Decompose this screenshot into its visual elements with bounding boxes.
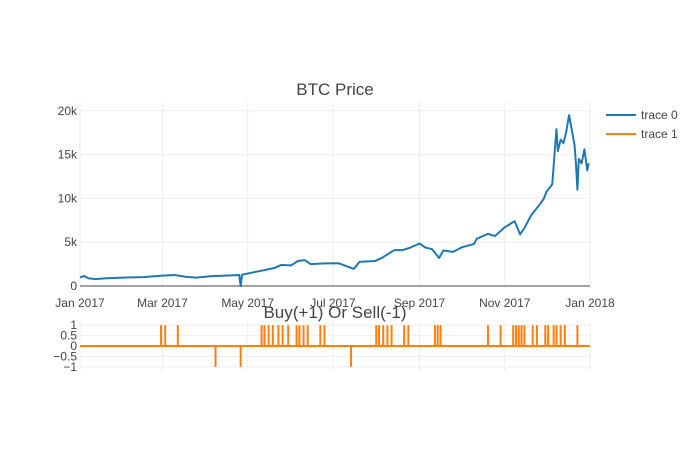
x-tick-label: Jul 2017	[310, 296, 356, 310]
signal-bar	[531, 325, 534, 346]
x-tick-label: Nov 2017	[479, 296, 531, 310]
signal-bar	[263, 325, 266, 346]
signal-bar	[260, 325, 263, 346]
legend-item-trace-0[interactable]: trace 0	[606, 108, 678, 122]
signal-bar	[319, 325, 322, 346]
signal-chart-title: Buy(+1) Or Sell(-1)	[263, 303, 406, 322]
legend: trace 0 trace 1	[606, 108, 678, 141]
x-tick-label: Jan 2017	[55, 296, 105, 310]
signal-bar	[390, 325, 393, 346]
price-chart-axes: Jan 2017 Mar 2017 May 2017 Jul 2017 Sep 2017…	[55, 104, 615, 310]
signal-bar	[407, 325, 410, 346]
signal-bar	[544, 325, 547, 346]
signal-bar	[512, 325, 515, 346]
signal-bar	[160, 325, 163, 346]
x-tick-label: Sep 2017	[394, 296, 446, 310]
signal-bar	[281, 325, 284, 346]
signal-bar	[306, 325, 309, 346]
signal-bars	[80, 325, 590, 367]
signal-chart-axes: 10.50−0.5−1	[53, 318, 77, 374]
price-y-tick-label: 5k	[64, 235, 78, 249]
signal-bar	[559, 325, 562, 346]
price-chart-gridlines	[79, 102, 591, 286]
signal-bar	[323, 325, 326, 346]
signal-bar	[433, 325, 436, 346]
signal-bar	[298, 325, 301, 346]
signal-y-tick-label: 0.5	[60, 329, 77, 343]
x-tick-label: May 2017	[221, 296, 274, 310]
price-y-tick-label: 10k	[58, 191, 78, 205]
signal-bar	[499, 325, 502, 346]
price-y-tick-label: 20k	[58, 104, 78, 118]
signal-bar	[547, 325, 550, 346]
price-series-line	[79, 114, 590, 287]
signal-bar	[563, 325, 566, 346]
x-tick-label: Mar 2017	[137, 296, 188, 310]
signal-y-tick-label: 0	[70, 339, 77, 353]
signal-y-tick-label: −1	[63, 360, 77, 374]
signal-bar	[302, 325, 305, 346]
signal-bar	[164, 325, 167, 346]
signal-bar	[214, 346, 217, 367]
legend-item-trace-1[interactable]: trace 1	[606, 127, 678, 141]
signal-bar	[382, 325, 385, 346]
signal-bar	[295, 325, 298, 346]
price-chart-title: BTC Price	[296, 80, 373, 99]
signal-bar	[271, 325, 274, 346]
x-tick-label: Jan 2018	[565, 296, 615, 310]
price-y-tick-label: 15k	[58, 148, 78, 162]
price-y-tick-label: 0	[70, 279, 77, 293]
signal-bar	[520, 325, 523, 346]
signal-y-tick-label: 1	[70, 318, 77, 332]
signal-bar	[350, 346, 353, 367]
signal-bar	[436, 325, 439, 346]
signal-y-tick-label: −0.5	[53, 349, 77, 363]
signal-bar	[176, 325, 179, 346]
signal-bar	[378, 325, 381, 346]
signal-bar	[386, 325, 389, 346]
signal-bar	[403, 325, 406, 346]
signal-bar	[535, 325, 538, 346]
signal-bar	[239, 346, 242, 367]
legend-label-trace-1: trace 1	[641, 127, 678, 141]
signal-bar	[552, 325, 555, 346]
signal-bar	[267, 325, 270, 346]
signal-bar	[517, 325, 520, 346]
signal-bar	[523, 325, 526, 346]
legend-label-trace-0: trace 0	[641, 108, 678, 122]
signal-bar	[277, 325, 280, 346]
signal-bar	[576, 325, 579, 346]
signal-bar	[487, 325, 489, 346]
signal-bar	[555, 325, 558, 346]
signal-bar	[514, 325, 517, 346]
signal-bar	[439, 325, 442, 346]
signal-bar	[287, 325, 290, 346]
signal-bar	[375, 325, 378, 346]
